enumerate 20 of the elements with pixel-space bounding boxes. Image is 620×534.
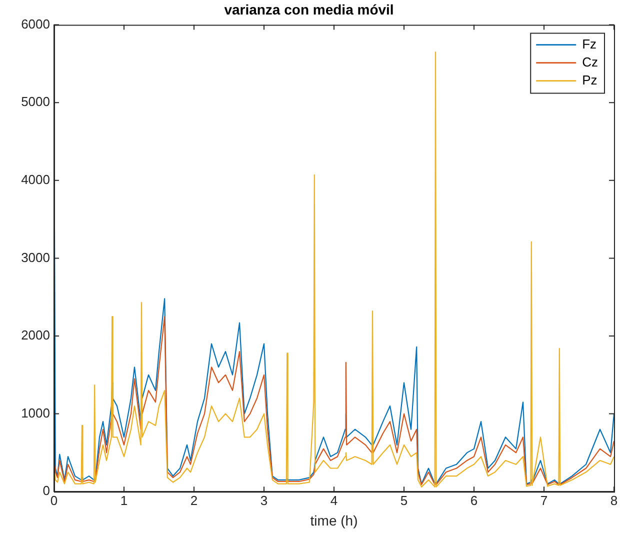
legend-label: Pz [582,72,598,88]
legend-label: Cz [582,54,598,70]
x-tick-label: 4 [330,492,338,508]
legend-label: Fz [582,36,597,52]
y-tick-label: 1000 [21,405,50,420]
x-tick-label: 1 [120,492,128,508]
chart-title: varianza con media móvil [224,1,394,18]
x-tick-label: 2 [190,492,198,508]
x-tick-label: 5 [400,492,408,508]
y-tick-label: 6000 [21,16,50,32]
x-tick-label: 8 [610,492,618,508]
x-axis-title: time (h) [310,512,358,528]
y-tick-label: 3000 [21,250,50,265]
y-tick-label: 5000 [21,94,50,110]
y-tick-label: 0 [42,483,50,498]
x-tick-label: 3 [260,492,268,508]
y-tick-label: 4000 [21,172,50,187]
x-tick-label: 7 [540,492,548,508]
y-tick-label: 2000 [21,328,50,343]
x-tick-label: 6 [470,492,478,508]
